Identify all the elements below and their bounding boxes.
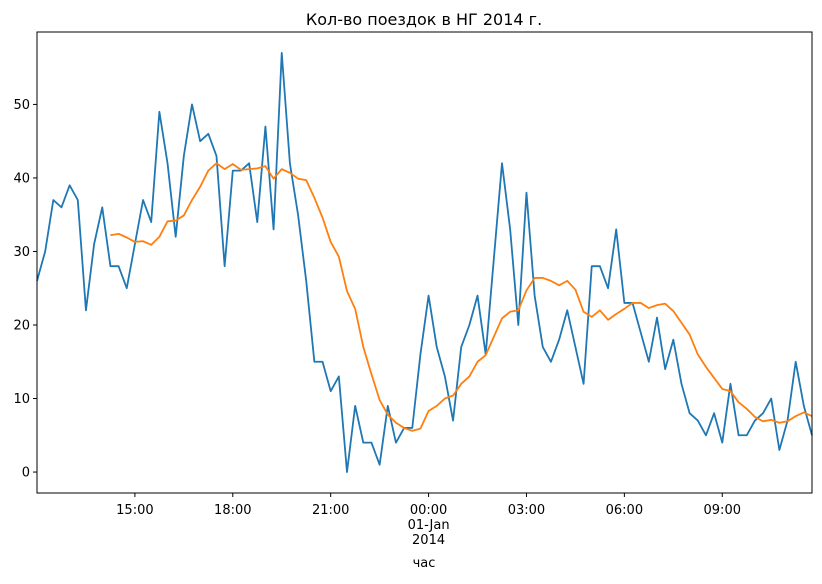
series-line — [110, 162, 813, 432]
x-tick-label: 15:00 — [116, 503, 153, 518]
x-tick-label: 03:00 — [508, 503, 545, 518]
y-tick-label: 10 — [13, 392, 30, 407]
x-tick-label: 09:00 — [704, 503, 741, 518]
y-tick-label: 20 — [13, 318, 30, 333]
x-tick-label: 06:00 — [606, 503, 643, 518]
x-tick-label: 18:00 — [214, 503, 251, 518]
y-tick-label: 0 — [22, 466, 30, 481]
x-axis-label: час — [413, 556, 436, 571]
x-tick-label: 00:00 01-Jan 2014 — [408, 503, 450, 548]
plot-frame — [36, 31, 813, 494]
chart-title: Кол-во поездок в НГ 2014 г. — [306, 10, 542, 29]
y-tick-label: 50 — [13, 98, 30, 113]
x-tick-label: 21:00 — [312, 503, 349, 518]
y-tick-label: 40 — [13, 171, 30, 186]
series-line — [36, 52, 813, 473]
y-tick-label: 30 — [13, 245, 30, 260]
